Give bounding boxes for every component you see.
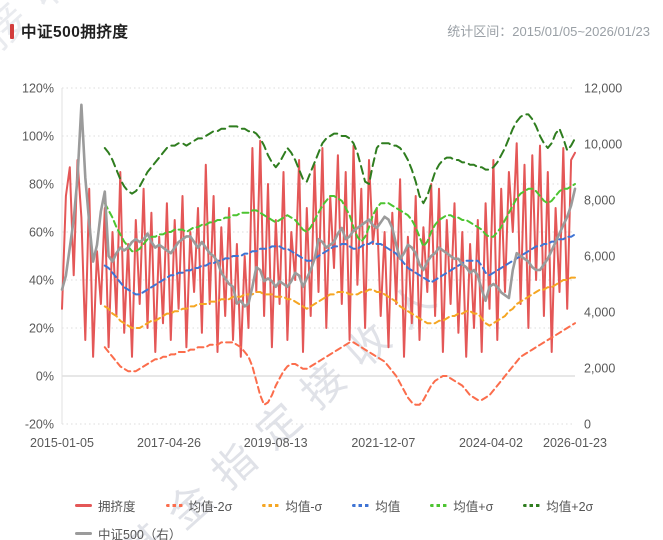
y-left-tick: -20% (25, 418, 54, 432)
y-left-tick: 40% (29, 274, 54, 288)
legend-item-mean-minus-2sigma[interactable]: 均值-2σ (165, 496, 233, 515)
series-line-2 (103, 276, 576, 329)
legend-swatch-mean-plus-2sigma (523, 503, 541, 508)
series-line-0 (61, 139, 576, 358)
y-left-tick: 100% (22, 130, 54, 144)
crowding-chart: 120% 100% 80% 60% 40% 20% 0% -20% 12,000 10,000 8,… (22, 82, 622, 451)
legend-label: 均值-σ (285, 500, 323, 514)
y-left-tick: 80% (29, 178, 54, 192)
y-right-tick: 4,000 (584, 306, 615, 320)
x-tick: 2026-01-23 (543, 436, 607, 450)
page-title: 中证500拥挤度 (21, 24, 129, 41)
legend-label: 中证500（右） (98, 528, 182, 540)
y-right-tick: 12,000 (584, 82, 622, 96)
y-left-tick: 20% (29, 322, 54, 336)
legend-label: 均值+σ (453, 500, 494, 514)
x-tick: 2021-12-07 (351, 436, 415, 450)
legend-item-csi500[interactable]: 中证500（右） (75, 524, 181, 540)
legend-swatch-mean-plus-sigma (430, 503, 448, 508)
legend-label: 拥挤度 (98, 500, 136, 514)
legend-swatch-csi500 (75, 531, 92, 536)
series-line-4 (103, 183, 576, 253)
legend-swatch-mean-minus-2sigma (165, 503, 183, 508)
legend-swatch-mean (352, 503, 370, 508)
title-accent-bar (10, 23, 14, 39)
legend-item-mean-plus-sigma[interactable]: 均值+σ (430, 496, 493, 515)
chart-legend: 拥挤度 均值-2σ 均值-σ 均值 均值+σ 均值+2σ 中证500（右） (75, 496, 595, 540)
legend-swatch-mean-minus-sigma (262, 503, 280, 508)
legend-item-mean[interactable]: 均值 (352, 496, 400, 515)
legend-label: 均值 (375, 500, 401, 514)
axes-and-grid: 120% 100% 80% 60% 40% 20% 0% -20% 12,000 10,000 8,… (22, 82, 622, 451)
y-right-tick: 2,000 (584, 362, 615, 376)
x-tick: 2024-04-02 (459, 436, 523, 450)
y-right-tick: 6,000 (584, 250, 615, 264)
series-line-6 (60, 103, 577, 308)
x-tick: 2015-01-05 (30, 436, 94, 450)
y-right-tick: 8,000 (584, 194, 615, 208)
x-tick: 2019-08-13 (244, 436, 308, 450)
series-line-3 (103, 233, 576, 296)
legend-item-mean-plus-2sigma[interactable]: 均值+2σ (523, 496, 593, 515)
x-tick: 2017-04-26 (137, 436, 201, 450)
series-line-5 (103, 113, 576, 205)
legend-label: 均值-2σ (188, 500, 233, 514)
y-left-tick: 60% (29, 226, 54, 240)
y-right-tick: 10,000 (584, 138, 622, 152)
header: 中证500拥挤度 统计区间：2015/01/05~2026/01/23 (0, 0, 663, 52)
y-left-tick: 120% (22, 82, 54, 96)
legend-swatch-crowding (75, 503, 92, 508)
series-line-1 (103, 322, 576, 406)
legend-item-crowding[interactable]: 拥挤度 (75, 496, 136, 515)
y-right-tick: 0 (584, 418, 591, 432)
legend-item-mean-minus-sigma[interactable]: 均值-σ (262, 496, 322, 515)
y-left-tick: 0% (36, 370, 54, 384)
legend-label: 均值+2σ (546, 500, 594, 514)
stats-range: 统计区间：2015/01/05~2026/01/23 (447, 24, 650, 39)
